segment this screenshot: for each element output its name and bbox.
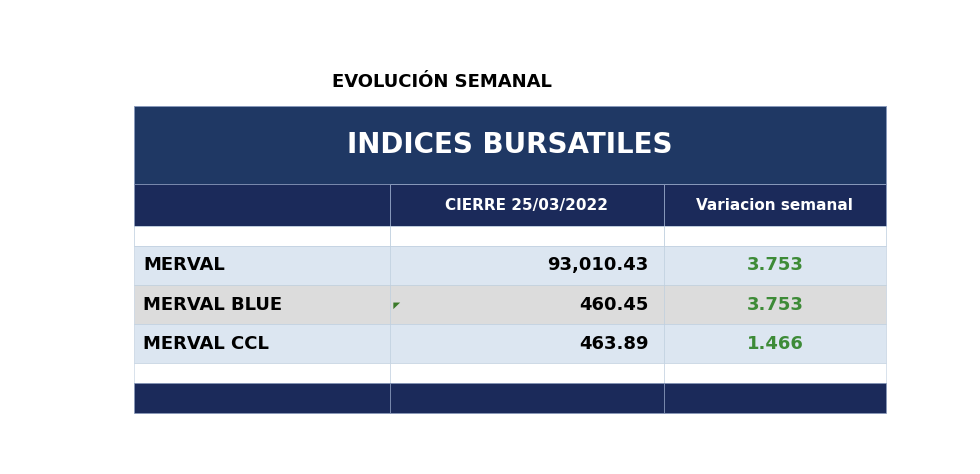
Bar — [664, 184, 886, 226]
Bar — [664, 324, 886, 364]
Bar — [134, 285, 389, 324]
Text: INDICES BURSATILES: INDICES BURSATILES — [347, 131, 672, 159]
Text: 463.89: 463.89 — [579, 335, 649, 353]
Text: 1.466: 1.466 — [747, 335, 804, 353]
Text: 460.45: 460.45 — [579, 295, 649, 313]
Bar — [389, 324, 664, 364]
Bar — [134, 364, 389, 383]
Text: MERVAL CCL: MERVAL CCL — [143, 335, 269, 353]
Bar — [389, 285, 664, 324]
Bar — [389, 246, 664, 285]
Bar — [134, 324, 389, 364]
Text: 3.753: 3.753 — [747, 295, 804, 313]
Bar — [134, 246, 389, 285]
Bar — [664, 364, 886, 383]
Bar — [134, 184, 389, 226]
Bar — [389, 226, 664, 246]
Text: EVOLUCIÓN SEMANAL: EVOLUCIÓN SEMANAL — [331, 73, 552, 91]
Text: CIERRE 25/03/2022: CIERRE 25/03/2022 — [445, 198, 609, 212]
Bar — [664, 246, 886, 285]
Text: MERVAL BLUE: MERVAL BLUE — [143, 295, 282, 313]
Text: 3.753: 3.753 — [747, 256, 804, 274]
Text: MERVAL: MERVAL — [143, 256, 224, 274]
Bar — [389, 184, 664, 226]
Bar — [134, 383, 389, 413]
Bar — [664, 226, 886, 246]
Text: Variacion semanal: Variacion semanal — [697, 198, 854, 212]
Bar — [389, 364, 664, 383]
Bar — [134, 106, 886, 184]
Bar — [134, 226, 389, 246]
Bar — [664, 285, 886, 324]
Text: 93,010.43: 93,010.43 — [548, 256, 649, 274]
Bar — [664, 383, 886, 413]
Polygon shape — [393, 302, 400, 309]
Bar — [389, 383, 664, 413]
